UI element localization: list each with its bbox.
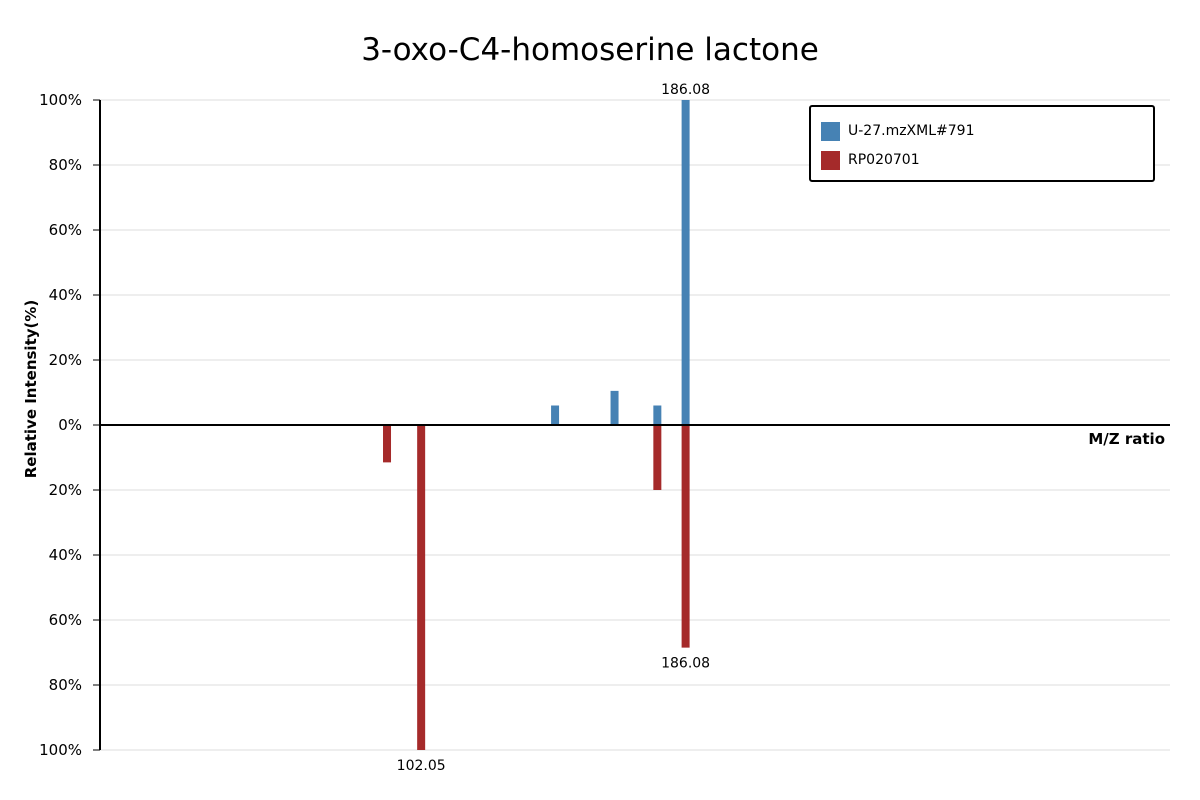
y-tick-label: 40% [49, 286, 82, 304]
reference-peak-bar[interactable] [681, 425, 690, 648]
y-tick-label: 60% [49, 221, 82, 239]
y-tick-label: 100% [39, 91, 82, 109]
y-tick-label: 100% [39, 741, 82, 759]
y-tick-label: 0% [58, 416, 82, 434]
reference-peak-bar[interactable] [653, 425, 662, 490]
sample-peak-bar[interactable] [551, 405, 560, 426]
y-tick-label: 60% [49, 611, 82, 629]
peak-label: 186.08 [661, 656, 710, 672]
peak-label: 102.05 [397, 758, 446, 774]
y-axis-title: Relative Intensity(%) [22, 300, 40, 479]
reference-peak-bar[interactable] [417, 425, 426, 750]
peak-label: 186.08 [661, 82, 710, 98]
gridlines [100, 99, 1170, 751]
sample-peak-bar[interactable] [681, 100, 690, 425]
legend-swatch-reference [821, 150, 840, 170]
y-axis-ticks: 100% 80% 60% 40% 20% 0% 20% 40% 60% 80% 100% [39, 91, 100, 759]
legend-item-reference[interactable]: RP020701 [821, 150, 920, 170]
reference-peak-bar[interactable] [383, 425, 392, 463]
legend: U-27.mzXML#791 RP020701 [809, 105, 1155, 182]
y-tick-label: 20% [49, 481, 82, 499]
y-tick-label: 80% [49, 676, 82, 694]
y-tick-label: 20% [49, 351, 82, 369]
y-tick-label: 40% [49, 546, 82, 564]
sample-peak-bar[interactable] [610, 390, 619, 425]
x-axis-title: M/Z ratio [1088, 430, 1165, 448]
legend-swatch-sample [821, 121, 840, 141]
y-tick-label: 80% [49, 156, 82, 174]
sample-peak-bar[interactable] [653, 405, 662, 426]
legend-item-sample[interactable]: U-27.mzXML#791 [821, 121, 974, 141]
legend-label-reference: RP020701 [848, 152, 920, 168]
chart-title: 3-oxo-C4-homoserine lactone [361, 32, 819, 68]
peak-bars [383, 100, 690, 750]
legend-label-sample: U-27.mzXML#791 [848, 123, 975, 139]
peak-labels: 186.08 102.05 186.08 [397, 82, 710, 774]
